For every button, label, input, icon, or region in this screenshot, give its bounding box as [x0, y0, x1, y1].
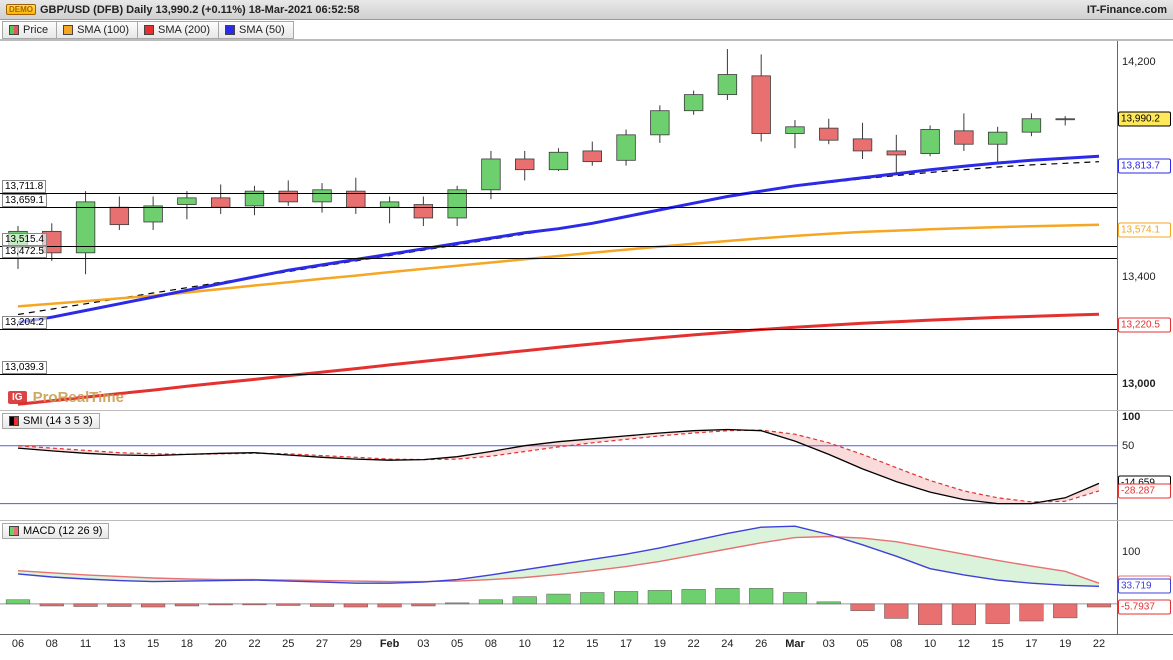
smi-y-axis: 10050-14.659-28.287	[1117, 411, 1173, 520]
date-axis: 06 08 11 13 15 18 20 22 25 27 29 Feb 03 05 08 10 12 15 17 1…	[0, 634, 1173, 658]
titlebar: DEMO GBP/USD (DFB) Daily 13,990.2 (+0.11…	[0, 0, 1173, 20]
x-tick: 13	[113, 638, 125, 650]
y-tick: 100	[1122, 411, 1140, 423]
x-tick: 19	[1059, 638, 1071, 650]
x-tick: 12	[552, 638, 564, 650]
x-tick: 22	[248, 638, 260, 650]
smi-pane[interactable]: 10050-14.659-28.287 SMI (14 3 5 3)	[0, 410, 1173, 520]
watermark: IG ProRealTime	[8, 389, 124, 406]
x-tick: 27	[316, 638, 328, 650]
legend-label: SMA (200)	[158, 24, 210, 36]
x-tick: Feb	[380, 638, 400, 650]
smi-swatch-icon	[9, 416, 19, 426]
x-tick: 15	[586, 638, 598, 650]
support-line	[0, 258, 1117, 259]
legend-item-1[interactable]: SMA (100)	[57, 21, 138, 39]
y-value-tag: -5.7937	[1118, 599, 1171, 614]
legend-swatch-icon	[144, 25, 154, 35]
y-tick: 14,200	[1122, 56, 1156, 68]
legend-swatch-icon	[63, 25, 73, 35]
x-tick: 18	[181, 638, 193, 650]
support-line	[0, 246, 1117, 247]
x-tick: 22	[1093, 638, 1105, 650]
support-label: 13,711.8	[2, 180, 46, 193]
x-tick: 08	[890, 638, 902, 650]
x-tick: 03	[823, 638, 835, 650]
x-tick: 10	[519, 638, 531, 650]
x-tick: 05	[856, 638, 868, 650]
legend-label: SMA (100)	[77, 24, 129, 36]
x-tick: 12	[958, 638, 970, 650]
smi-legend[interactable]: SMI (14 3 5 3)	[2, 413, 100, 429]
x-tick: 22	[688, 638, 700, 650]
x-tick: 24	[721, 638, 733, 650]
x-tick: 08	[46, 638, 58, 650]
macd-legend[interactable]: MACD (12 26 9)	[2, 523, 109, 539]
legend-bar: Price SMA (100) SMA (200) SMA (50)	[0, 20, 1173, 40]
x-tick: 25	[282, 638, 294, 650]
support-label: 13,204.2	[2, 316, 47, 329]
demo-badge: DEMO	[6, 4, 36, 15]
macd-pane[interactable]: 10039.51333.719-5.7937 MACD (12 26 9)	[0, 520, 1173, 634]
y-tick: 100	[1122, 546, 1140, 558]
support-line	[0, 207, 1117, 208]
legend-item-3[interactable]: SMA (50)	[219, 21, 294, 39]
x-tick: 17	[1025, 638, 1037, 650]
legend-swatch-icon	[9, 25, 19, 35]
support-label: 13,039.3	[2, 361, 47, 374]
support-label: 13,659.1	[2, 194, 47, 207]
legend-label: Price	[23, 24, 48, 36]
x-tick: 19	[654, 638, 666, 650]
x-tick: Mar	[785, 638, 805, 650]
y-value-tag: 13,574.1	[1118, 223, 1171, 238]
x-tick: 15	[992, 638, 1004, 650]
brand-label: IT-Finance.com	[1087, 4, 1167, 16]
x-tick: 11	[80, 638, 91, 650]
y-value-tag: 13,220.5	[1118, 318, 1171, 333]
x-tick: 20	[215, 638, 227, 650]
price-y-axis: 14,200 13,400 13,000 13,990.2 13,813.7 13,574…	[1117, 41, 1173, 410]
legend-item-2[interactable]: SMA (200)	[138, 21, 219, 39]
ig-badge: IG	[8, 391, 27, 404]
x-tick: 26	[755, 638, 767, 650]
legend-label: SMA (50)	[239, 24, 285, 36]
y-value-tag: 13,813.7	[1118, 159, 1171, 174]
y-value-tag: 33.719	[1118, 579, 1171, 594]
macd-swatch-icon	[9, 526, 19, 536]
chart-title: GBP/USD (DFB) Daily 13,990.2 (+0.11%) 18…	[40, 4, 359, 16]
watermark-text: ProRealTime	[33, 389, 124, 406]
x-tick: 08	[485, 638, 497, 650]
smi-label: SMI (14 3 5 3)	[23, 415, 93, 427]
support-line	[0, 193, 1117, 194]
x-tick: 03	[417, 638, 429, 650]
support-line	[0, 329, 1117, 330]
legend-swatch-icon	[225, 25, 235, 35]
x-tick: 10	[924, 638, 936, 650]
y-tick: 13,400	[1122, 271, 1156, 283]
y-tick: 13,000	[1122, 378, 1156, 390]
y-value-tag: 13,990.2	[1118, 111, 1171, 126]
x-tick: 06	[12, 638, 24, 650]
y-value-tag: -28.287	[1118, 484, 1171, 499]
price-pane[interactable]: 13,711.813,659.113,515.413,472.513,204.2…	[0, 40, 1173, 410]
support-label: 13,472.5	[2, 245, 47, 258]
legend-item-0[interactable]: Price	[2, 21, 57, 39]
x-tick: 29	[350, 638, 362, 650]
x-tick: 05	[451, 638, 463, 650]
x-tick: 17	[620, 638, 632, 650]
x-tick: 15	[147, 638, 159, 650]
macd-label: MACD (12 26 9)	[23, 525, 102, 537]
macd-y-axis: 10039.51333.719-5.7937	[1117, 521, 1173, 634]
y-tick: 50	[1122, 440, 1134, 452]
support-line	[0, 374, 1117, 375]
